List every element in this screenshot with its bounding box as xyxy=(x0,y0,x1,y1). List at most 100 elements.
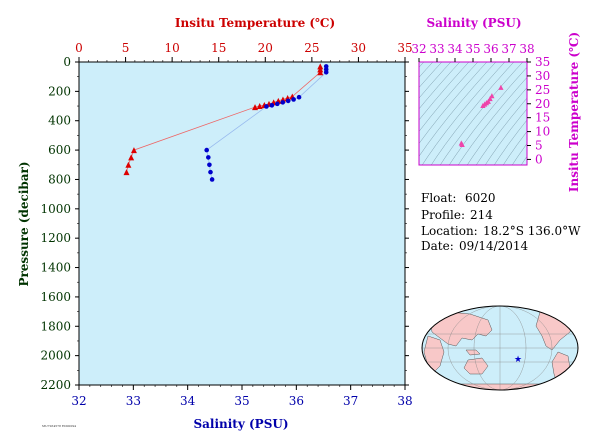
ts-point xyxy=(459,141,465,147)
density-contour xyxy=(511,143,527,165)
ts-salinity-tick-label: 35 xyxy=(465,42,480,56)
density-contour xyxy=(419,62,452,99)
pressure-tick-label: 1800 xyxy=(40,319,71,333)
ts-point xyxy=(480,102,486,109)
density-contour xyxy=(421,62,506,165)
ts-plot-area xyxy=(419,62,527,165)
pressure-tick-label: 2000 xyxy=(40,349,71,363)
ts-top-axis-title: Salinity (PSU) xyxy=(426,16,521,30)
pressure-tick-label: 2200 xyxy=(40,378,71,392)
ts-salinity-tick-label: 34 xyxy=(447,42,463,56)
temperature-point xyxy=(317,69,324,76)
ts-salinity-axis: 32 33 34 35 36 37 38 xyxy=(411,42,535,62)
density-contour xyxy=(439,62,524,165)
salinity-point xyxy=(264,104,269,109)
profile-plot: 0 5 10 15 20 25 30 35 32 33 34 35 36 37 38 0 200 400 600… xyxy=(17,16,413,431)
salinity-point xyxy=(269,103,275,108)
salinity-point xyxy=(291,97,296,102)
salinity-point xyxy=(323,69,329,75)
salinity-tick-label: 37 xyxy=(343,394,358,408)
density-contour xyxy=(419,62,479,132)
salinity-point xyxy=(280,100,286,105)
float-value: 6020 xyxy=(465,191,496,205)
density-contour xyxy=(493,119,527,165)
density-contour xyxy=(419,62,461,110)
ts-temp-tick-label: 30 xyxy=(535,69,550,83)
temperature-axis: 0 5 10 15 20 25 30 35 xyxy=(75,41,413,62)
profile-label: Profile: xyxy=(421,208,465,222)
pressure-tick-label: 0 xyxy=(63,55,71,69)
top-axis-title: Insitu Temperature (℃) xyxy=(175,16,335,30)
salinity-point xyxy=(206,155,211,160)
pressure-tick-label: 1200 xyxy=(40,231,71,245)
float-label: Float: xyxy=(421,191,456,205)
ts-salinity-tick-label: 32 xyxy=(411,42,426,56)
salinity-point xyxy=(275,101,280,107)
salinity-point xyxy=(285,98,291,104)
left-axis-title: Pressure (decibar) xyxy=(17,161,31,286)
density-contour xyxy=(419,62,434,78)
temp-tick-label: 25 xyxy=(304,41,319,55)
ts-salinity-tick-label: 33 xyxy=(429,42,444,56)
ts-temp-tick-label: 20 xyxy=(535,97,550,111)
density-contour xyxy=(419,62,470,121)
pressure-tick-label: 1000 xyxy=(40,202,71,216)
salinity-point xyxy=(207,162,212,168)
salinity-tick-label: 33 xyxy=(126,394,141,408)
salinity-tick-label: 32 xyxy=(71,394,86,408)
density-contour xyxy=(475,97,527,165)
temperature-point xyxy=(123,169,130,176)
salinity-point xyxy=(296,94,302,100)
temp-tick-label: 35 xyxy=(397,41,412,55)
temp-tick-label: 15 xyxy=(211,41,226,55)
ts-salinity-tick-label: 38 xyxy=(519,42,534,56)
pressure-tick-label: 1400 xyxy=(40,261,71,275)
map-graticule xyxy=(422,306,578,390)
temp-tick-label: 20 xyxy=(258,41,273,55)
density-contour xyxy=(484,108,527,165)
salinity-point xyxy=(208,169,213,175)
density-contour xyxy=(419,62,443,88)
ts-temp-tick-label: 35 xyxy=(535,55,550,69)
footer-text: MU7264578 ED00094 xyxy=(42,424,76,428)
ts-right-axis-title: Insitu Temperature (℃) xyxy=(567,32,581,192)
temp-tick-label: 0 xyxy=(75,41,83,55)
temp-tick-label: 30 xyxy=(351,41,366,55)
pressure-axis: 0 200 400 600 800 1000 1200 1400 1600 1800 2000 220… xyxy=(40,55,409,392)
ts-temp-tick-label: 5 xyxy=(535,139,543,153)
temperature-point xyxy=(256,103,263,110)
temp-tick-label: 10 xyxy=(165,41,180,55)
date-label: Date: xyxy=(421,239,454,253)
location-label: Location: xyxy=(421,224,478,238)
temperature-point xyxy=(252,104,259,111)
density-contour xyxy=(457,76,527,165)
ts-salinity-tick-label: 36 xyxy=(483,42,498,56)
ts-series xyxy=(458,84,504,147)
pressure-tick-label: 1600 xyxy=(40,290,71,304)
ts-temp-tick-label: 10 xyxy=(535,125,550,139)
date-value: 09/14/2014 xyxy=(459,239,529,253)
density-contour xyxy=(466,87,527,165)
pressure-tick-label: 400 xyxy=(48,114,71,128)
temperature-point xyxy=(128,154,135,161)
salinity-point xyxy=(209,177,215,182)
salinity-axis: 32 33 34 35 36 37 38 xyxy=(71,385,413,408)
salinity-point xyxy=(204,147,209,153)
ts-temp-tick-label: 25 xyxy=(535,83,550,97)
pressure-tick-label: 800 xyxy=(48,172,71,186)
density-contour xyxy=(419,62,488,144)
temp-tick-label: 5 xyxy=(122,41,130,55)
profile-value: 214 xyxy=(470,208,493,222)
float-location-marker: ★ xyxy=(514,355,522,365)
density-contour xyxy=(419,62,497,157)
salinity-tick-label: 38 xyxy=(397,394,412,408)
bottom-axis-title: Salinity (PSU) xyxy=(193,417,288,431)
location-value: 18.2°S 136.0°W xyxy=(483,224,581,238)
pressure-tick-label: 600 xyxy=(48,143,71,157)
salinity-series xyxy=(204,64,329,182)
profile-plot-area xyxy=(78,61,406,386)
map-outline xyxy=(421,305,579,391)
float-info: Float: 6020 Profile: 214 Location: 18.2°… xyxy=(421,191,581,253)
